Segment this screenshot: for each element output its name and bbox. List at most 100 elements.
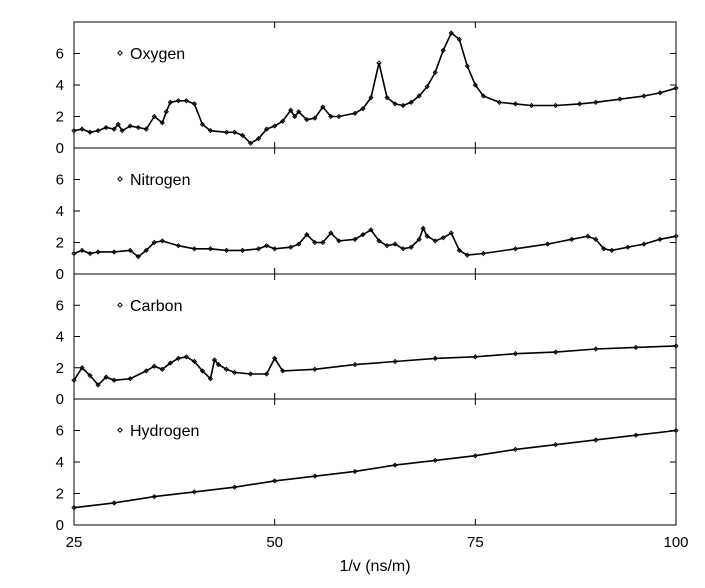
panel-hydrogen: 0 2 4 6 Hydrogen xyxy=(56,398,679,534)
data-point xyxy=(328,113,334,120)
panel-carbon: 0 2 4 6 Carbon xyxy=(56,273,679,408)
data-point xyxy=(159,238,165,244)
data-point xyxy=(352,236,358,242)
y-tick-label: 0 xyxy=(56,266,64,283)
data-point xyxy=(191,489,198,495)
data-point xyxy=(432,69,438,76)
data-point xyxy=(336,113,342,120)
data-point xyxy=(79,126,85,132)
data-point xyxy=(223,129,230,135)
data-point xyxy=(95,382,101,388)
data-point xyxy=(384,94,390,101)
data-point xyxy=(392,241,398,247)
data-point xyxy=(512,101,519,107)
data-point xyxy=(512,446,519,453)
y-tick-label: 2 xyxy=(56,109,64,126)
data-point xyxy=(115,121,121,128)
data-point xyxy=(528,102,535,109)
data-point xyxy=(280,368,286,374)
data-point xyxy=(593,437,599,443)
data-point xyxy=(135,254,141,260)
series-trace xyxy=(73,226,677,258)
data-point xyxy=(472,453,478,459)
y-tick-label: 0 xyxy=(56,517,64,534)
data-point xyxy=(593,346,599,352)
data-point xyxy=(163,109,169,115)
data-point xyxy=(288,244,294,250)
data-point xyxy=(464,63,470,69)
data-point xyxy=(280,118,286,124)
data-point xyxy=(247,371,254,377)
data-point xyxy=(456,247,462,254)
data-point xyxy=(272,123,278,129)
data-point xyxy=(111,249,117,255)
y-tick-label: 4 xyxy=(56,203,64,220)
data-point xyxy=(79,247,85,254)
y-tick-label: 0 xyxy=(56,391,64,408)
data-point xyxy=(360,105,366,112)
x-tick-label: 100 xyxy=(663,534,688,551)
data-point xyxy=(617,96,623,102)
data-point xyxy=(480,250,486,257)
data-point xyxy=(264,126,270,132)
data-point xyxy=(376,238,382,244)
data-point xyxy=(424,233,430,239)
data-point xyxy=(480,93,486,99)
data-point xyxy=(593,99,599,105)
data-point xyxy=(143,368,149,374)
data-point xyxy=(641,241,647,247)
data-point xyxy=(111,377,117,383)
data-point xyxy=(119,128,125,134)
data-point xyxy=(151,113,157,120)
data-point xyxy=(448,230,454,236)
data-point xyxy=(103,374,109,380)
data-point xyxy=(231,129,238,135)
data-point xyxy=(552,102,559,109)
data-point xyxy=(79,365,85,371)
data-point xyxy=(376,60,382,66)
data-point xyxy=(231,369,238,376)
data-point xyxy=(424,83,430,90)
data-point xyxy=(432,457,438,464)
data-point xyxy=(304,231,310,238)
data-point xyxy=(320,104,326,110)
data-point xyxy=(151,363,157,369)
data-point xyxy=(304,117,310,123)
data-point xyxy=(496,99,503,105)
data-point xyxy=(207,128,214,134)
data-point xyxy=(211,357,218,363)
data-point xyxy=(207,246,214,252)
data-point xyxy=(127,123,133,129)
y-tick-label: 0 xyxy=(56,140,64,157)
data-point xyxy=(352,110,358,116)
data-point xyxy=(312,366,318,372)
data-point xyxy=(400,102,406,109)
legend-marker xyxy=(117,50,123,56)
y-tick-label: 6 xyxy=(56,172,64,189)
data-point xyxy=(272,478,278,484)
data-point xyxy=(420,225,426,231)
data-point xyxy=(400,246,406,252)
data-point xyxy=(127,247,133,254)
data-point xyxy=(167,360,173,366)
data-point xyxy=(312,115,318,121)
data-point xyxy=(71,250,77,257)
data-point xyxy=(159,120,165,126)
data-point xyxy=(239,247,246,254)
data-point xyxy=(312,239,318,246)
data-point xyxy=(296,109,302,115)
data-point xyxy=(151,239,157,246)
data-point xyxy=(320,239,326,246)
data-point xyxy=(512,351,519,357)
data-point xyxy=(552,442,559,448)
data-point xyxy=(292,113,298,120)
data-point xyxy=(352,361,358,368)
data-point xyxy=(360,231,366,238)
legend-marker xyxy=(117,427,123,433)
data-point xyxy=(71,128,77,134)
x-tick-label: 50 xyxy=(266,534,283,551)
data-point xyxy=(472,82,478,88)
x-tick-label: 75 xyxy=(467,534,484,551)
data-point xyxy=(143,247,149,254)
